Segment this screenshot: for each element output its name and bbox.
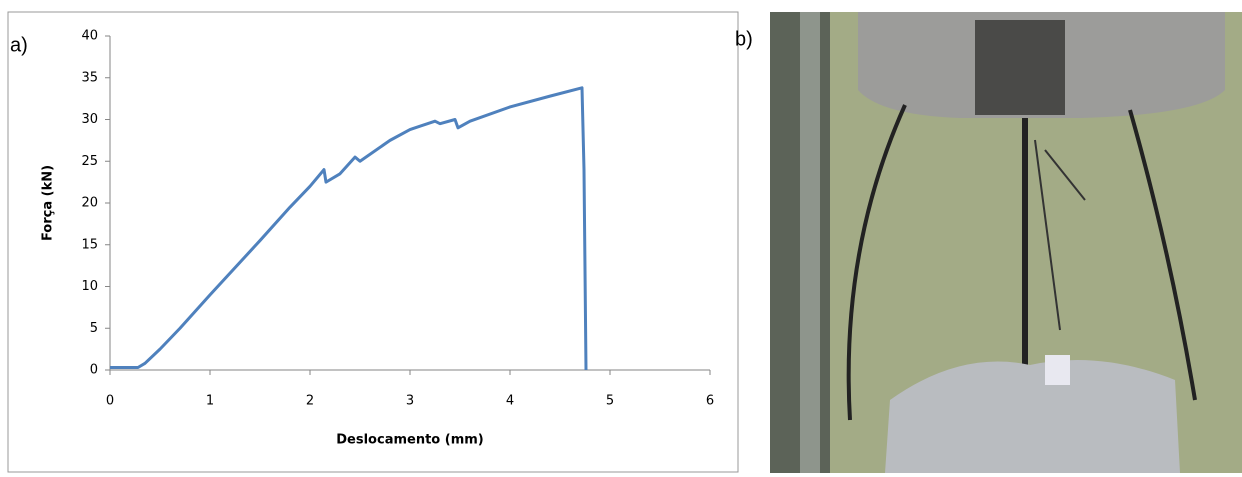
y-tick-label: 20	[81, 196, 98, 211]
y-axis-label: Força (kN)	[41, 165, 56, 241]
x-tick-label: 2	[306, 394, 314, 409]
x-tick-label: 1	[206, 394, 214, 409]
y-tick-label: 40	[81, 29, 98, 44]
photo	[770, 12, 1242, 473]
y-tick-label: 15	[81, 237, 98, 252]
x-tick-label: 3	[406, 394, 414, 409]
panel-label: a)	[10, 34, 28, 56]
y-tick-label: 5	[90, 321, 98, 336]
y-tick-label: 0	[90, 363, 98, 378]
panel-label: b)	[735, 28, 753, 50]
data-line	[110, 86, 588, 371]
y-tick-label: 25	[81, 154, 98, 169]
x-tick-label: 0	[106, 394, 114, 409]
x-tick-label: 5	[606, 394, 614, 409]
y-tick-label: 30	[81, 112, 98, 127]
chart-frame	[7, 11, 739, 473]
x-tick-label: 4	[506, 394, 514, 409]
y-tick-label: 35	[81, 70, 98, 85]
y-tick-label: 10	[81, 279, 98, 294]
x-tick-label: 6	[706, 394, 714, 409]
x-axis-label: Deslocamento (mm)	[336, 433, 483, 448]
